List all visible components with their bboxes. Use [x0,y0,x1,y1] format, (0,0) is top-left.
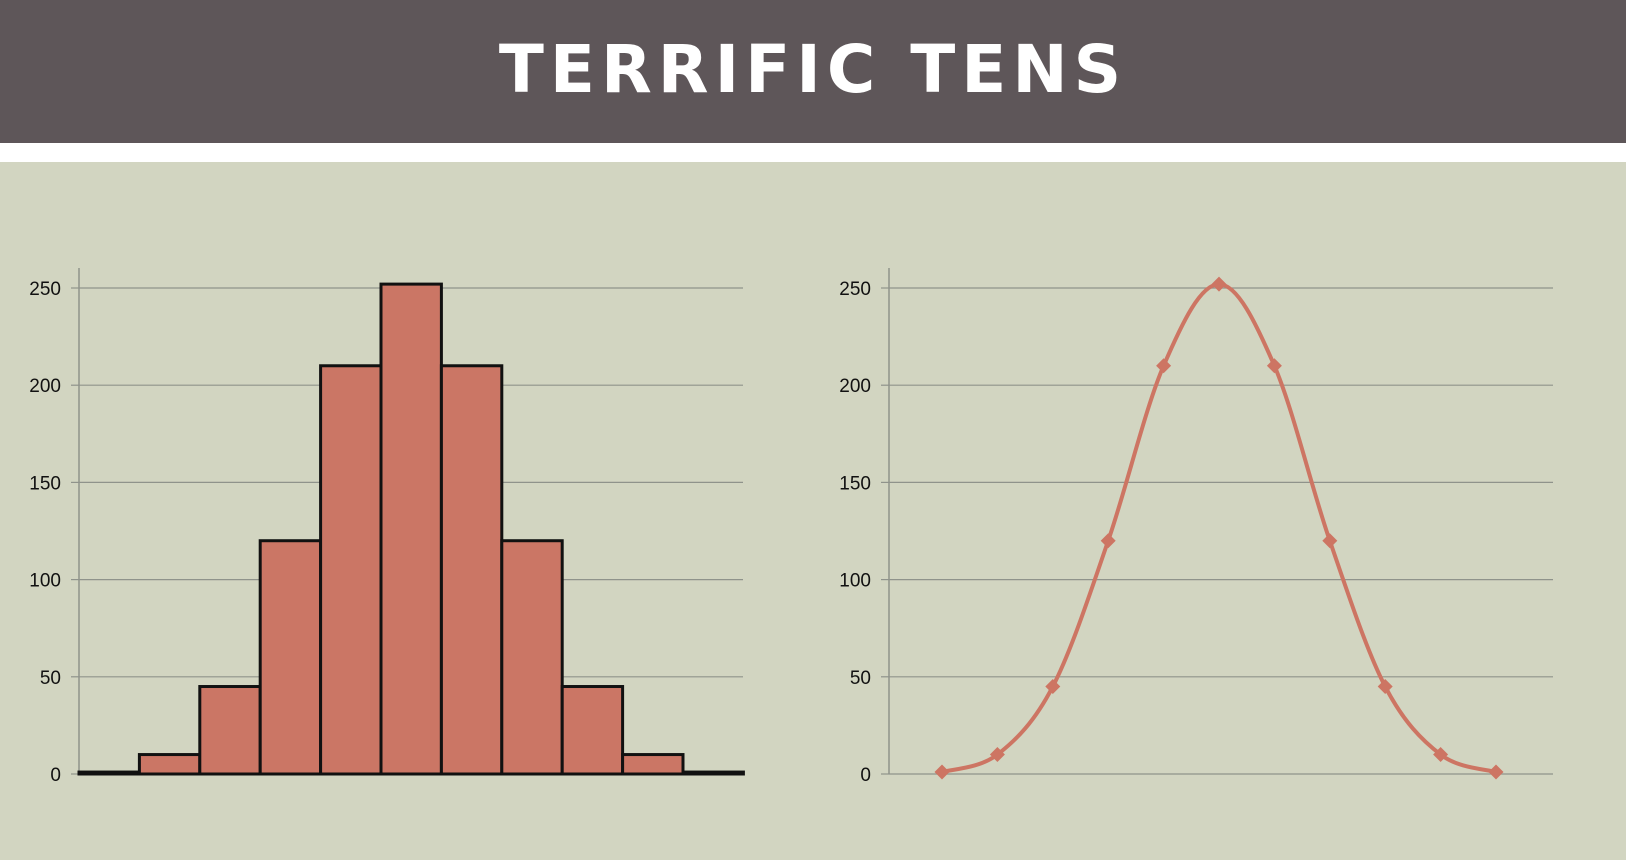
y-tick-label: 100 [839,571,871,592]
bar [379,282,443,776]
bar [258,539,323,776]
bar [137,753,202,776]
y-tick-label: 200 [29,376,61,397]
y-tick-label: 200 [839,376,871,397]
charts-canvas: 0 50 100 150 200 250 0 50 100 150 200 250 [29,268,1553,786]
chart-panel: 0 50 100 150 200 250 0 50 100 150 200 250 [0,162,1626,860]
series-line [941,282,1497,774]
bar [621,753,685,776]
data-point [1322,533,1338,549]
bar [500,539,564,776]
data-point [1377,679,1393,695]
data-point [1488,764,1504,780]
bar [681,770,745,776]
bar [198,685,262,776]
data-point [989,747,1005,763]
data-point [1045,679,1061,695]
data-point [1100,533,1116,549]
title-bar: TERRIFIC TENS [0,0,1626,143]
y-tick-label: 0 [860,765,871,786]
y-tick-label: 50 [850,668,871,689]
data-point [1211,276,1227,292]
data-point [1156,358,1172,374]
y-tick-label: 50 [40,668,61,689]
data-point [934,764,950,780]
bar [77,770,141,776]
y-tick-label: 0 [50,765,61,786]
y-tick-label: 250 [839,279,871,300]
y-tick-label: 100 [29,571,61,592]
y-tick-label: 250 [29,279,61,300]
page-title: TERRIFIC TENS [498,31,1128,108]
y-tick-label: 150 [839,473,871,494]
bar [560,685,625,776]
line-chart: 0 50 100 150 200 250 [839,268,1553,786]
bar [319,364,383,776]
data-point [1433,747,1449,763]
histogram-chart: 0 50 100 150 200 250 [29,268,745,786]
data-point [1266,358,1282,374]
y-tick-label: 150 [29,473,61,494]
bar [439,364,504,776]
